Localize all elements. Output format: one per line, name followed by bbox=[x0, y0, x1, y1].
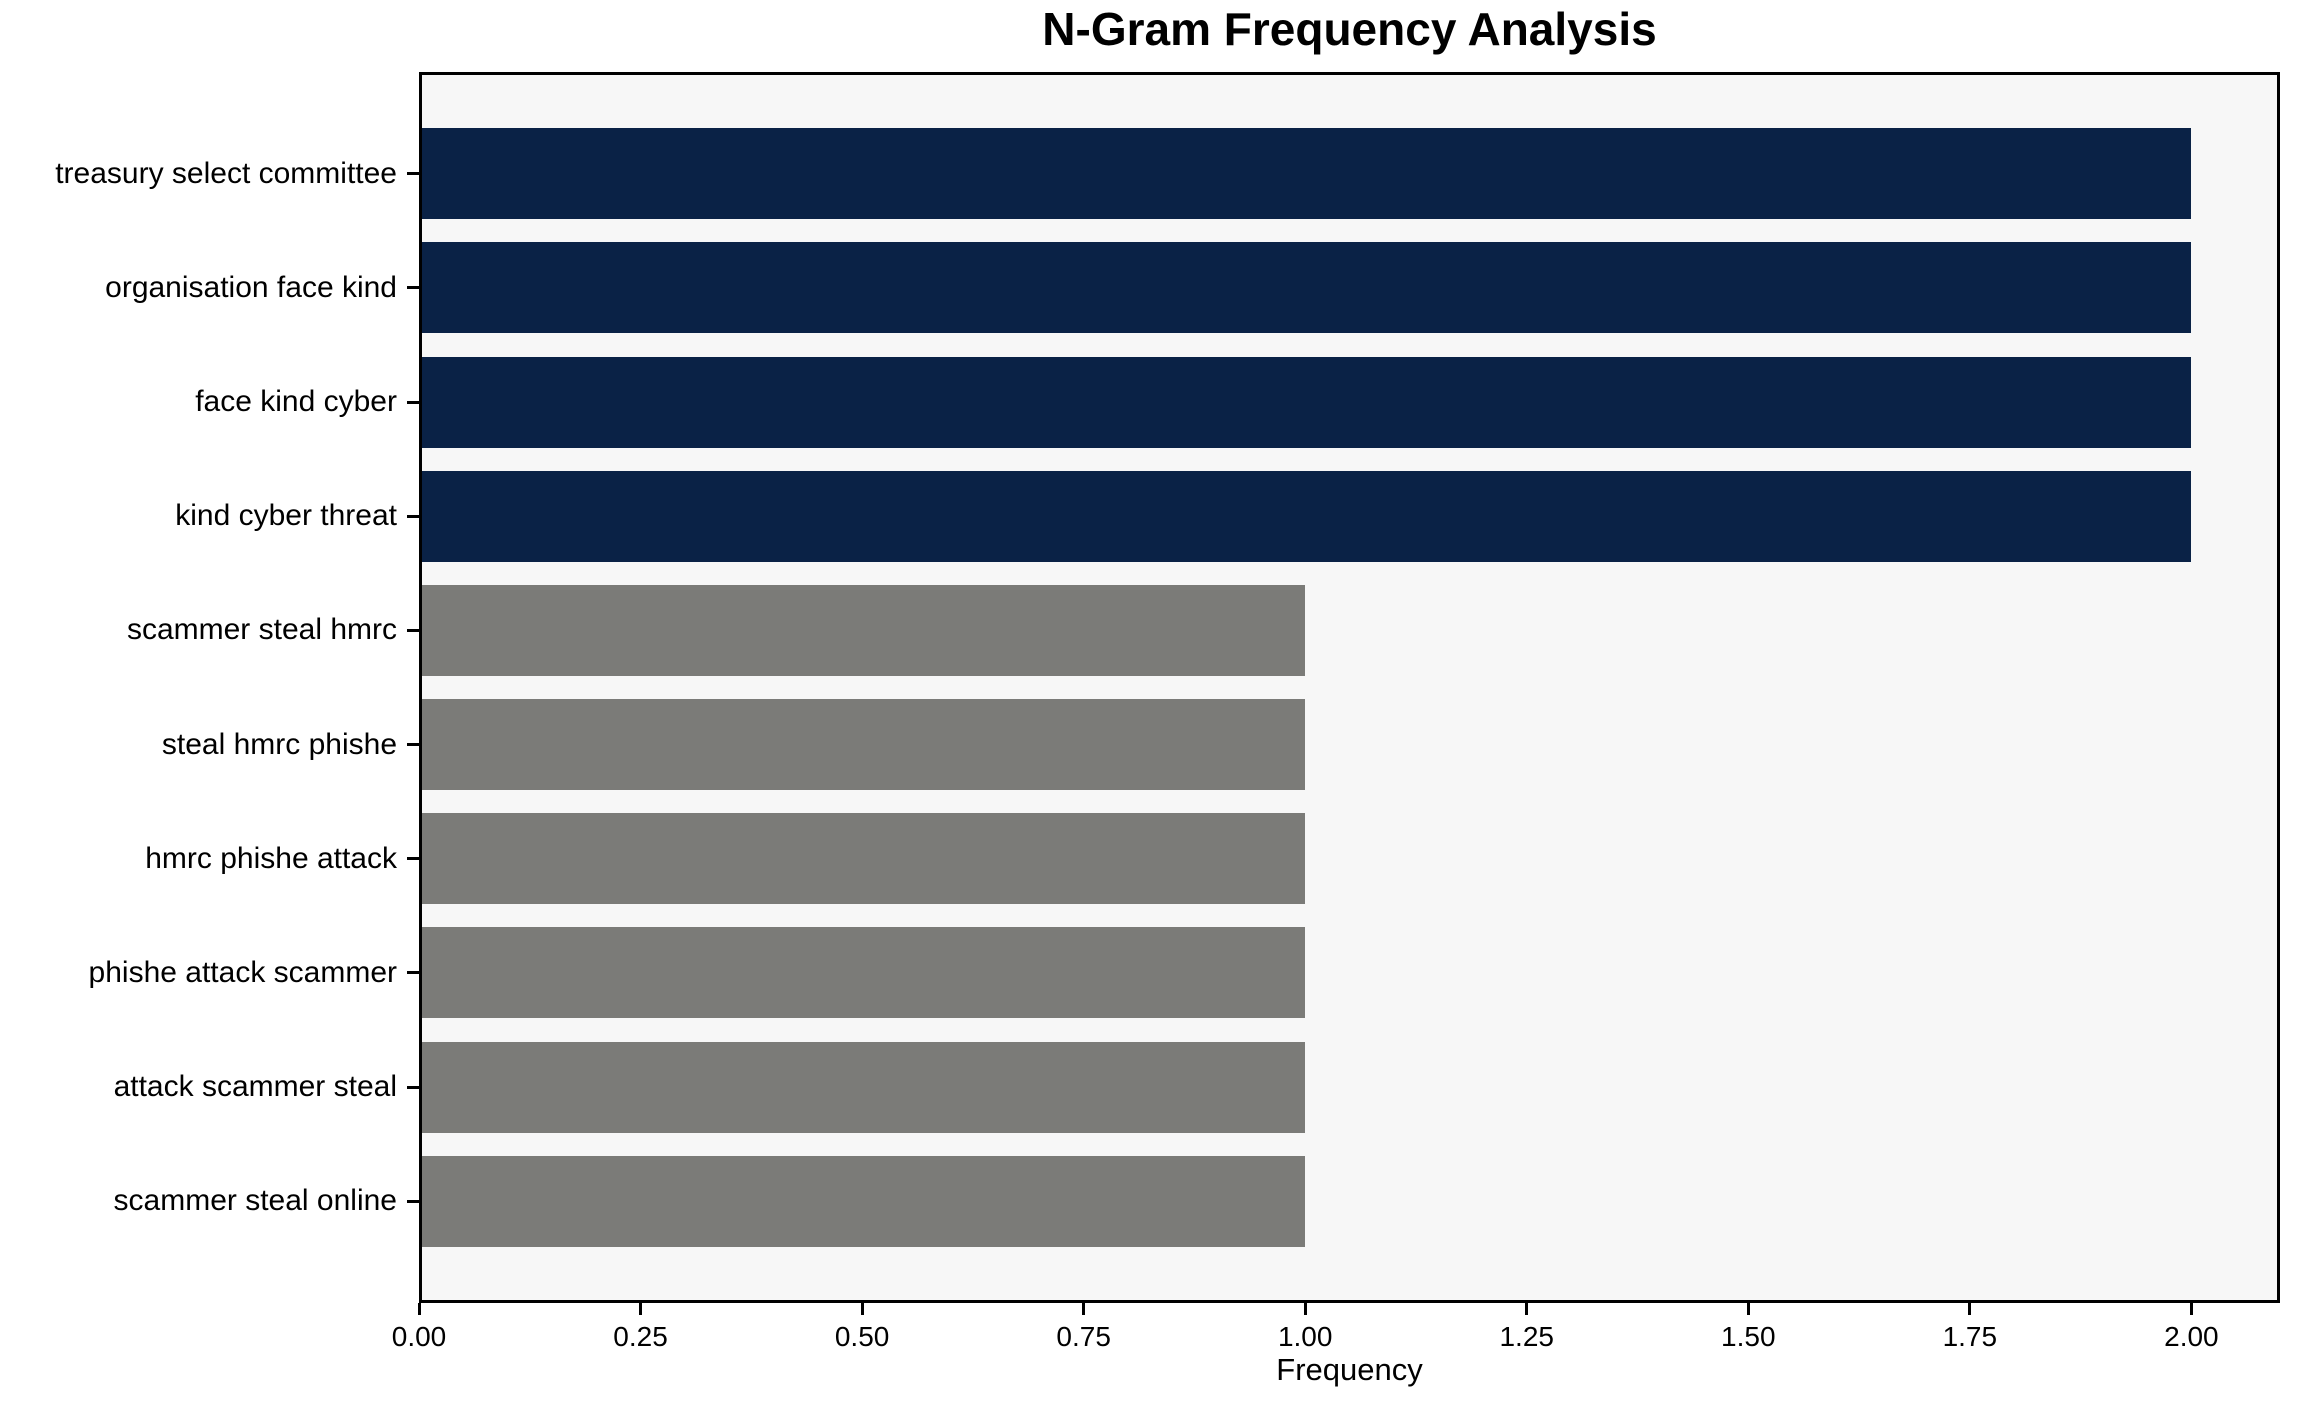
bar bbox=[422, 470, 2192, 562]
y-tick-mark bbox=[407, 1085, 419, 1089]
y-tick-mark bbox=[407, 971, 419, 975]
x-axis-label: Frequency bbox=[1276, 1352, 1423, 1387]
y-tick-label: phishe attack scammer bbox=[88, 955, 397, 989]
x-tick-mark bbox=[1303, 1303, 1307, 1315]
x-tick-label: 0.50 bbox=[834, 1321, 890, 1352]
y-tick-label: steal hmrc phishe bbox=[161, 727, 397, 761]
x-tick-mark bbox=[639, 1303, 643, 1315]
y-tick-label: face kind cyber bbox=[195, 385, 397, 419]
bar bbox=[422, 584, 1306, 676]
bar bbox=[422, 356, 2192, 448]
bar bbox=[422, 1041, 1306, 1133]
x-tick-mark bbox=[1746, 1303, 1750, 1315]
y-tick-label: attack scammer steal bbox=[113, 1070, 397, 1104]
x-tick-mark bbox=[1525, 1303, 1529, 1315]
bar bbox=[422, 927, 1306, 1019]
x-tick-label: 2.00 bbox=[2164, 1321, 2219, 1352]
x-tick-mark bbox=[1968, 1303, 1972, 1315]
x-tick-mark bbox=[417, 1303, 421, 1315]
y-tick-mark bbox=[407, 514, 419, 518]
bar bbox=[422, 242, 2192, 334]
x-tick-label: 1.25 bbox=[1499, 1321, 1554, 1352]
y-tick-mark bbox=[407, 857, 419, 861]
y-tick-label: organisation face kind bbox=[105, 270, 397, 304]
x-tick-mark bbox=[860, 1303, 864, 1315]
y-tick-label: scammer steal online bbox=[113, 1184, 397, 1218]
x-tick-label: 1.75 bbox=[1942, 1321, 1998, 1352]
y-tick-mark bbox=[407, 743, 419, 747]
x-tick-label: 1.50 bbox=[1721, 1321, 1776, 1352]
y-tick-mark bbox=[407, 1199, 419, 1203]
bar bbox=[422, 1155, 1306, 1247]
bar bbox=[422, 128, 2192, 220]
y-tick-label: treasury select committee bbox=[55, 156, 397, 190]
y-tick-mark bbox=[407, 172, 419, 176]
y-tick-label: hmrc phishe attack bbox=[145, 841, 397, 875]
bar bbox=[422, 813, 1306, 905]
x-tick-mark bbox=[2189, 1303, 2193, 1315]
y-tick-label: scammer steal hmrc bbox=[126, 613, 397, 647]
x-tick-label: 0.25 bbox=[613, 1321, 668, 1352]
y-tick-mark bbox=[407, 400, 419, 404]
x-tick-label: 0.75 bbox=[1056, 1321, 1111, 1352]
y-tick-mark bbox=[407, 628, 419, 632]
bar bbox=[422, 699, 1306, 791]
y-tick-label: kind cyber threat bbox=[175, 499, 397, 533]
y-tick-mark bbox=[407, 286, 419, 290]
x-tick-label: 1.00 bbox=[1277, 1321, 1333, 1352]
x-tick-mark bbox=[1082, 1303, 1086, 1315]
x-tick-label: 0.00 bbox=[391, 1321, 447, 1352]
chart-title: N-Gram Frequency Analysis bbox=[1042, 3, 1657, 55]
